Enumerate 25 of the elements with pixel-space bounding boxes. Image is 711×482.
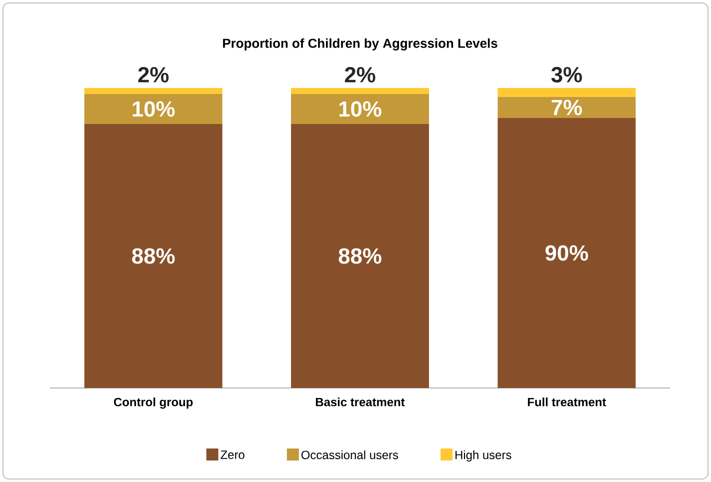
data-label: 3%: [551, 66, 582, 82]
bar: [498, 88, 636, 97]
data-label: 10%: [132, 101, 175, 117]
legend-label: Zero: [220, 450, 244, 459]
x-tick-label: Full treatment: [528, 398, 606, 406]
data-label: 10%: [339, 101, 382, 117]
data-label: 88%: [132, 248, 175, 264]
bar: [84, 124, 222, 388]
bar: [84, 94, 222, 124]
legend-label: Occassional users: [301, 450, 398, 460]
data-label: 7%: [552, 100, 582, 116]
bar: [291, 124, 430, 388]
data-label: 90%: [546, 245, 588, 261]
x-tick-label: Control group: [114, 398, 193, 409]
legend-label: High users: [456, 450, 512, 462]
bar: [84, 88, 222, 94]
data-label: 88%: [338, 248, 382, 264]
data-label: 2%: [138, 66, 169, 82]
x-tick-label: Basic treatment: [316, 398, 405, 406]
data-label: 2%: [344, 66, 376, 82]
bar: [498, 118, 636, 388]
bar: [498, 96, 636, 118]
bar: [291, 88, 430, 94]
chart-title: Proportion of Children by Aggression Levels: [223, 38, 498, 51]
bar: [291, 94, 430, 124]
